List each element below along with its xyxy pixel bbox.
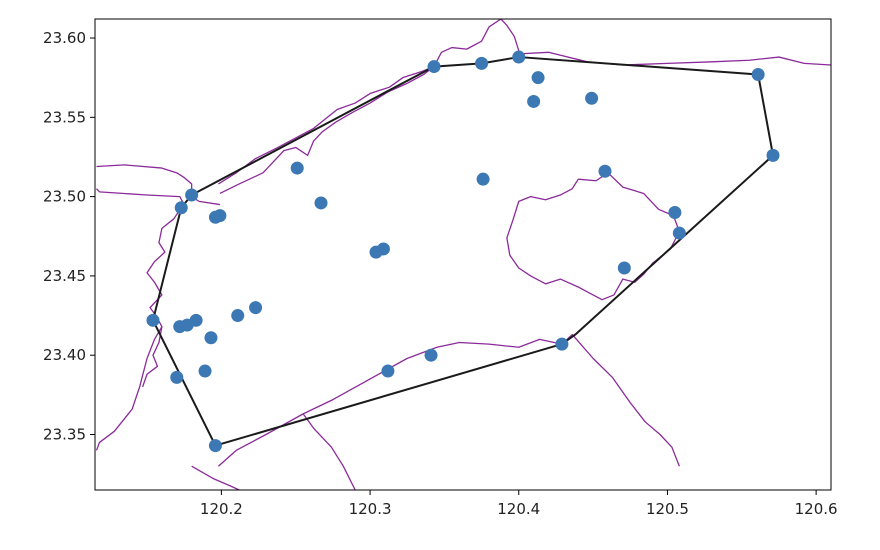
scatter-point	[249, 301, 263, 315]
y-tick-label: 23.40	[43, 346, 86, 364]
scatter-point	[381, 364, 395, 378]
boundary-line-6	[433, 19, 520, 67]
boundary-line-11	[302, 413, 356, 490]
convex-hull	[151, 56, 775, 447]
scatter-point	[585, 91, 599, 105]
scatter-point	[531, 71, 545, 85]
scatter-point	[208, 210, 222, 224]
y-tick-label: 23.55	[43, 108, 86, 126]
scatter-point	[475, 56, 489, 70]
scatter-point	[527, 94, 541, 108]
boundary-line-1	[96, 188, 187, 209]
x-tick-label: 120.3	[349, 500, 392, 518]
boundary-line-3	[95, 326, 163, 451]
convex-hull-line	[151, 56, 775, 447]
scatter-point	[476, 172, 490, 186]
scatter-point	[314, 196, 328, 210]
scatter-point	[751, 68, 765, 82]
scatter-point	[668, 205, 682, 219]
region-boundaries	[95, 19, 831, 490]
scatter-point	[617, 261, 631, 275]
scatter-point	[170, 370, 184, 384]
scatter-point	[173, 320, 187, 334]
scatter-point	[672, 226, 686, 240]
x-tick-label: 120.2	[200, 500, 243, 518]
scatter-point	[146, 313, 160, 327]
boundary-line-4	[219, 66, 435, 195]
y-tick-label: 23.35	[43, 425, 86, 443]
x-axis: 120.2 120.3 120.4 120.5 120.6	[200, 490, 838, 518]
boundary-line-12	[191, 465, 240, 490]
boundary-line-10	[561, 333, 680, 467]
scatter-point	[424, 348, 438, 362]
scatter-point	[598, 164, 612, 178]
scatter-point	[208, 439, 222, 453]
boundary-line-9	[217, 338, 563, 467]
scatter-point	[231, 309, 245, 323]
scatter-point	[766, 148, 780, 162]
scatter-point	[198, 364, 212, 378]
boundary-line-8	[506, 172, 680, 301]
scatter-points	[146, 50, 780, 453]
x-tick-label: 120.4	[497, 500, 540, 518]
scatter-point	[555, 337, 569, 351]
plot-area-frame	[94, 18, 832, 491]
boundary-line-0	[96, 164, 220, 206]
scatter-point	[369, 245, 383, 259]
scatter-point	[204, 331, 218, 345]
y-tick-label: 23.45	[43, 267, 86, 285]
scatter-point	[174, 201, 188, 215]
scatter-point	[290, 161, 304, 175]
boundary-line-2	[141, 207, 182, 388]
x-tick-label: 120.5	[646, 500, 689, 518]
scatter-point	[427, 60, 441, 74]
boundary-line-7	[518, 51, 831, 66]
y-tick-label: 23.60	[43, 29, 86, 47]
scatter-point	[185, 188, 199, 202]
y-axis: 23.35 23.40 23.45 23.50 23.55 23.60	[43, 29, 95, 443]
boundary-line-5	[218, 65, 435, 185]
x-tick-label: 120.6	[795, 500, 838, 518]
y-tick-label: 23.50	[43, 188, 86, 206]
scatter-point	[512, 50, 526, 64]
